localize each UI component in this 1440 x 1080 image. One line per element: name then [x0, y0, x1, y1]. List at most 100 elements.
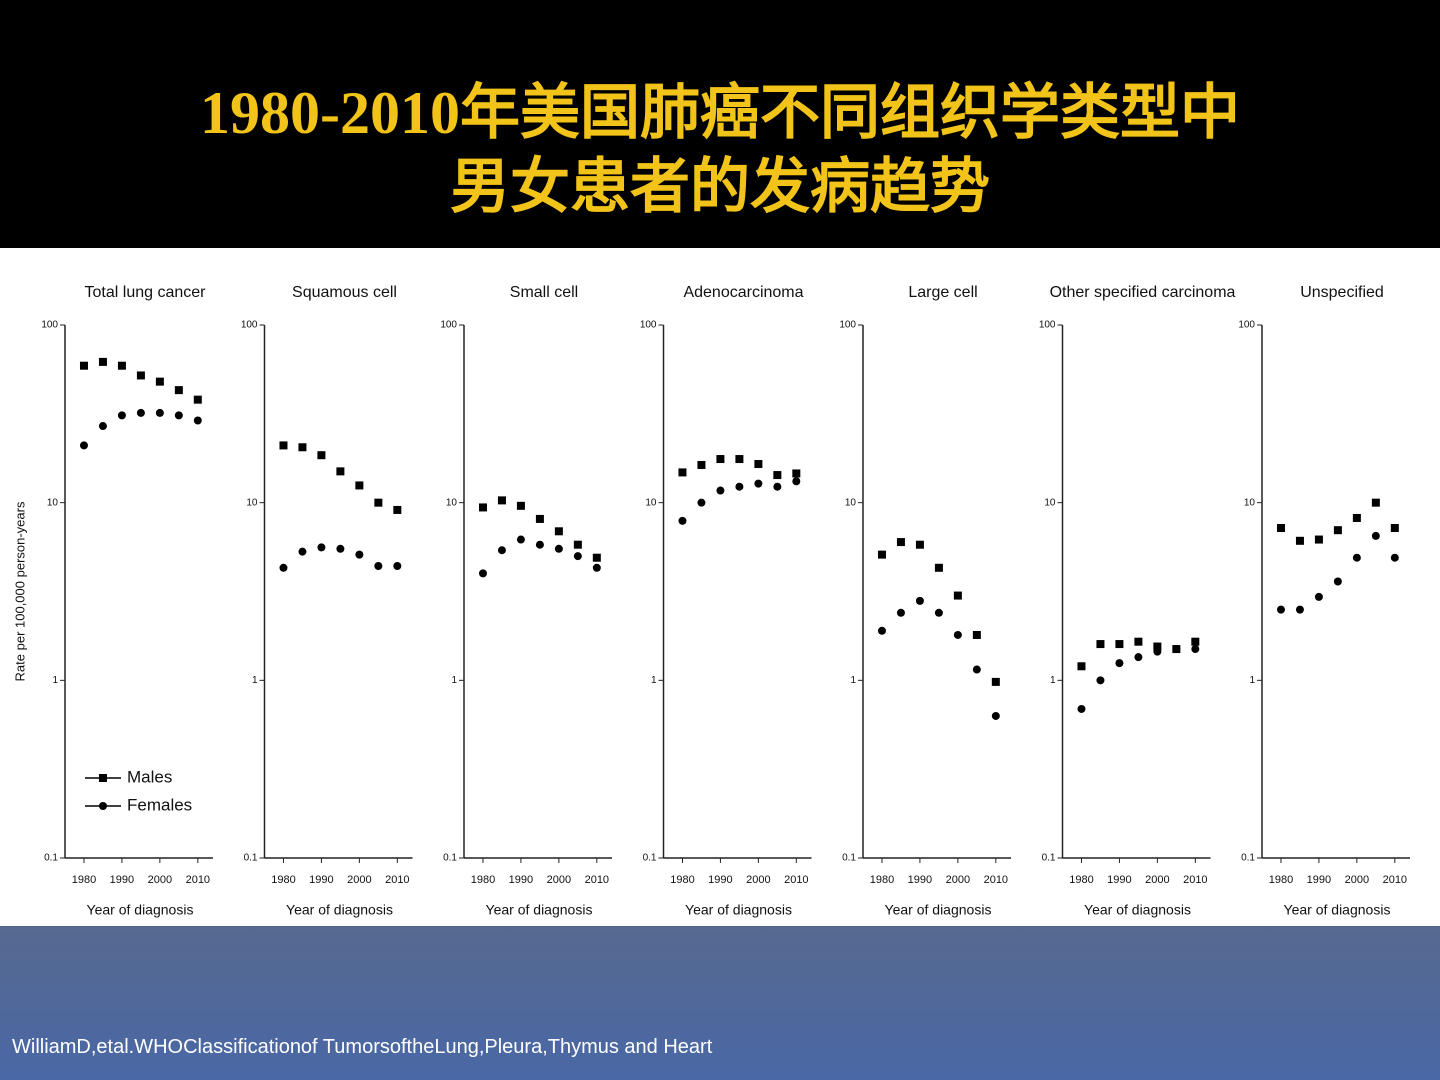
y-tick-label: 100: [241, 320, 258, 331]
y-tick-label: 10: [446, 497, 458, 508]
marker-square: [678, 468, 687, 477]
marker-square: [98, 357, 107, 366]
chart-title: Other specified carcinoma: [1050, 284, 1236, 301]
marker-circle: [1153, 647, 1162, 656]
marker-square: [1096, 640, 1105, 649]
marker-square: [1352, 513, 1361, 522]
y-tick-label: 100: [41, 320, 58, 331]
y-tick-label: 1: [1249, 675, 1255, 686]
x-tick-label: 1990: [708, 874, 732, 886]
marker-circle: [754, 479, 763, 488]
x-axis-label: Year of diagnosis: [486, 902, 593, 918]
marker-circle: [915, 596, 924, 605]
x-tick-label: 2000: [1345, 874, 1369, 886]
marker-square: [896, 538, 905, 547]
marker-circle: [592, 563, 601, 572]
marker-circle: [478, 569, 487, 578]
marker-square: [79, 361, 88, 370]
y-tick-label: 1: [52, 675, 58, 686]
marker-circle: [1352, 553, 1361, 562]
y-tick-label: 1: [1050, 675, 1056, 686]
marker-square: [317, 451, 326, 460]
x-tick-label: 1980: [1069, 874, 1093, 886]
marker-circle: [1096, 676, 1105, 685]
marker-circle: [374, 562, 383, 571]
chart-title: Small cell: [510, 284, 578, 301]
y-tick-label: 1: [451, 675, 457, 686]
y-tick-label: 100: [839, 320, 856, 331]
marker-circle: [117, 411, 126, 420]
x-axis-label: Year of diagnosis: [87, 902, 194, 918]
marker-circle: [991, 711, 1000, 720]
title-line: 男女患者的发病趋势: [450, 154, 990, 220]
marker-square: [1295, 536, 1304, 545]
marker-circle: [678, 516, 687, 525]
marker-square: [991, 677, 1000, 686]
x-tick-label: 2000: [946, 874, 970, 886]
marker-circle: [298, 547, 307, 556]
title-line: 1980-2010年美国肺癌不同组织学类型中: [200, 80, 1240, 146]
y-tick-label: 10: [845, 497, 857, 508]
marker-square: [773, 471, 782, 480]
marker-square: [193, 395, 202, 404]
marker-circle: [336, 544, 345, 553]
legend-marker: [99, 802, 107, 810]
marker-circle: [896, 608, 905, 617]
citation: WilliamD,etal.WHOClassificationof Tumors…: [12, 1036, 713, 1058]
marker-square: [298, 443, 307, 452]
x-axis-label: Year of diagnosis: [286, 902, 393, 918]
x-axis-label: Year of diagnosis: [885, 902, 992, 918]
x-tick-label: 2010: [385, 874, 409, 886]
y-tick-label: 1: [651, 675, 657, 686]
charts: Total lung cancer 0.1 1 10 100 1980 1990 2000 20…: [12, 284, 1410, 918]
x-tick-label: 2000: [547, 874, 571, 886]
x-tick-label: 2000: [1145, 874, 1169, 886]
marker-square: [393, 505, 402, 514]
marker-circle: [1314, 592, 1323, 601]
marker-square: [573, 540, 582, 549]
x-tick-label: 1980: [72, 874, 96, 886]
marker-square: [1077, 662, 1086, 671]
marker-square: [478, 503, 487, 512]
legend-marker: [99, 774, 107, 782]
marker-square: [1371, 498, 1380, 507]
marker-square: [155, 377, 164, 386]
chart-title: Unspecified: [1300, 284, 1384, 301]
marker-circle: [953, 630, 962, 639]
x-tick-label: 1980: [271, 874, 295, 886]
marker-square: [592, 553, 601, 562]
y-tick-label: 0.1: [44, 853, 58, 864]
marker-circle: [317, 543, 326, 552]
marker-circle: [193, 416, 202, 425]
marker-circle: [279, 563, 288, 572]
marker-circle: [877, 626, 886, 635]
marker-circle: [155, 408, 164, 417]
y-tick-label: 10: [645, 497, 657, 508]
y-tick-label: 100: [1039, 320, 1056, 331]
marker-circle: [516, 535, 525, 544]
title-bar: 1980-2010年美国肺癌不同组织学类型中 男女患者的发病趋势: [0, 0, 1440, 248]
chart-title: Total lung cancer: [85, 284, 207, 301]
marker-circle: [716, 486, 725, 495]
x-axis-label: Year of diagnosis: [1284, 902, 1391, 918]
marker-circle: [1295, 605, 1304, 614]
x-tick-label: 2000: [746, 874, 770, 886]
marker-circle: [735, 482, 744, 491]
marker-square: [374, 498, 383, 507]
legend-label: Females: [127, 795, 192, 814]
marker-square: [516, 501, 525, 510]
marker-circle: [174, 411, 183, 420]
chart-title: Adenocarcinoma: [683, 284, 803, 301]
marker-square: [1333, 526, 1342, 535]
marker-square: [915, 540, 924, 549]
marker-square: [1115, 640, 1124, 649]
y-tick-label: 0.1: [443, 853, 457, 864]
marker-square: [174, 386, 183, 395]
marker-circle: [972, 665, 981, 674]
marker-square: [535, 514, 544, 523]
y-tick-label: 10: [1244, 497, 1256, 508]
x-tick-label: 1990: [908, 874, 932, 886]
x-tick-label: 1980: [1269, 874, 1293, 886]
marker-square: [136, 371, 145, 380]
